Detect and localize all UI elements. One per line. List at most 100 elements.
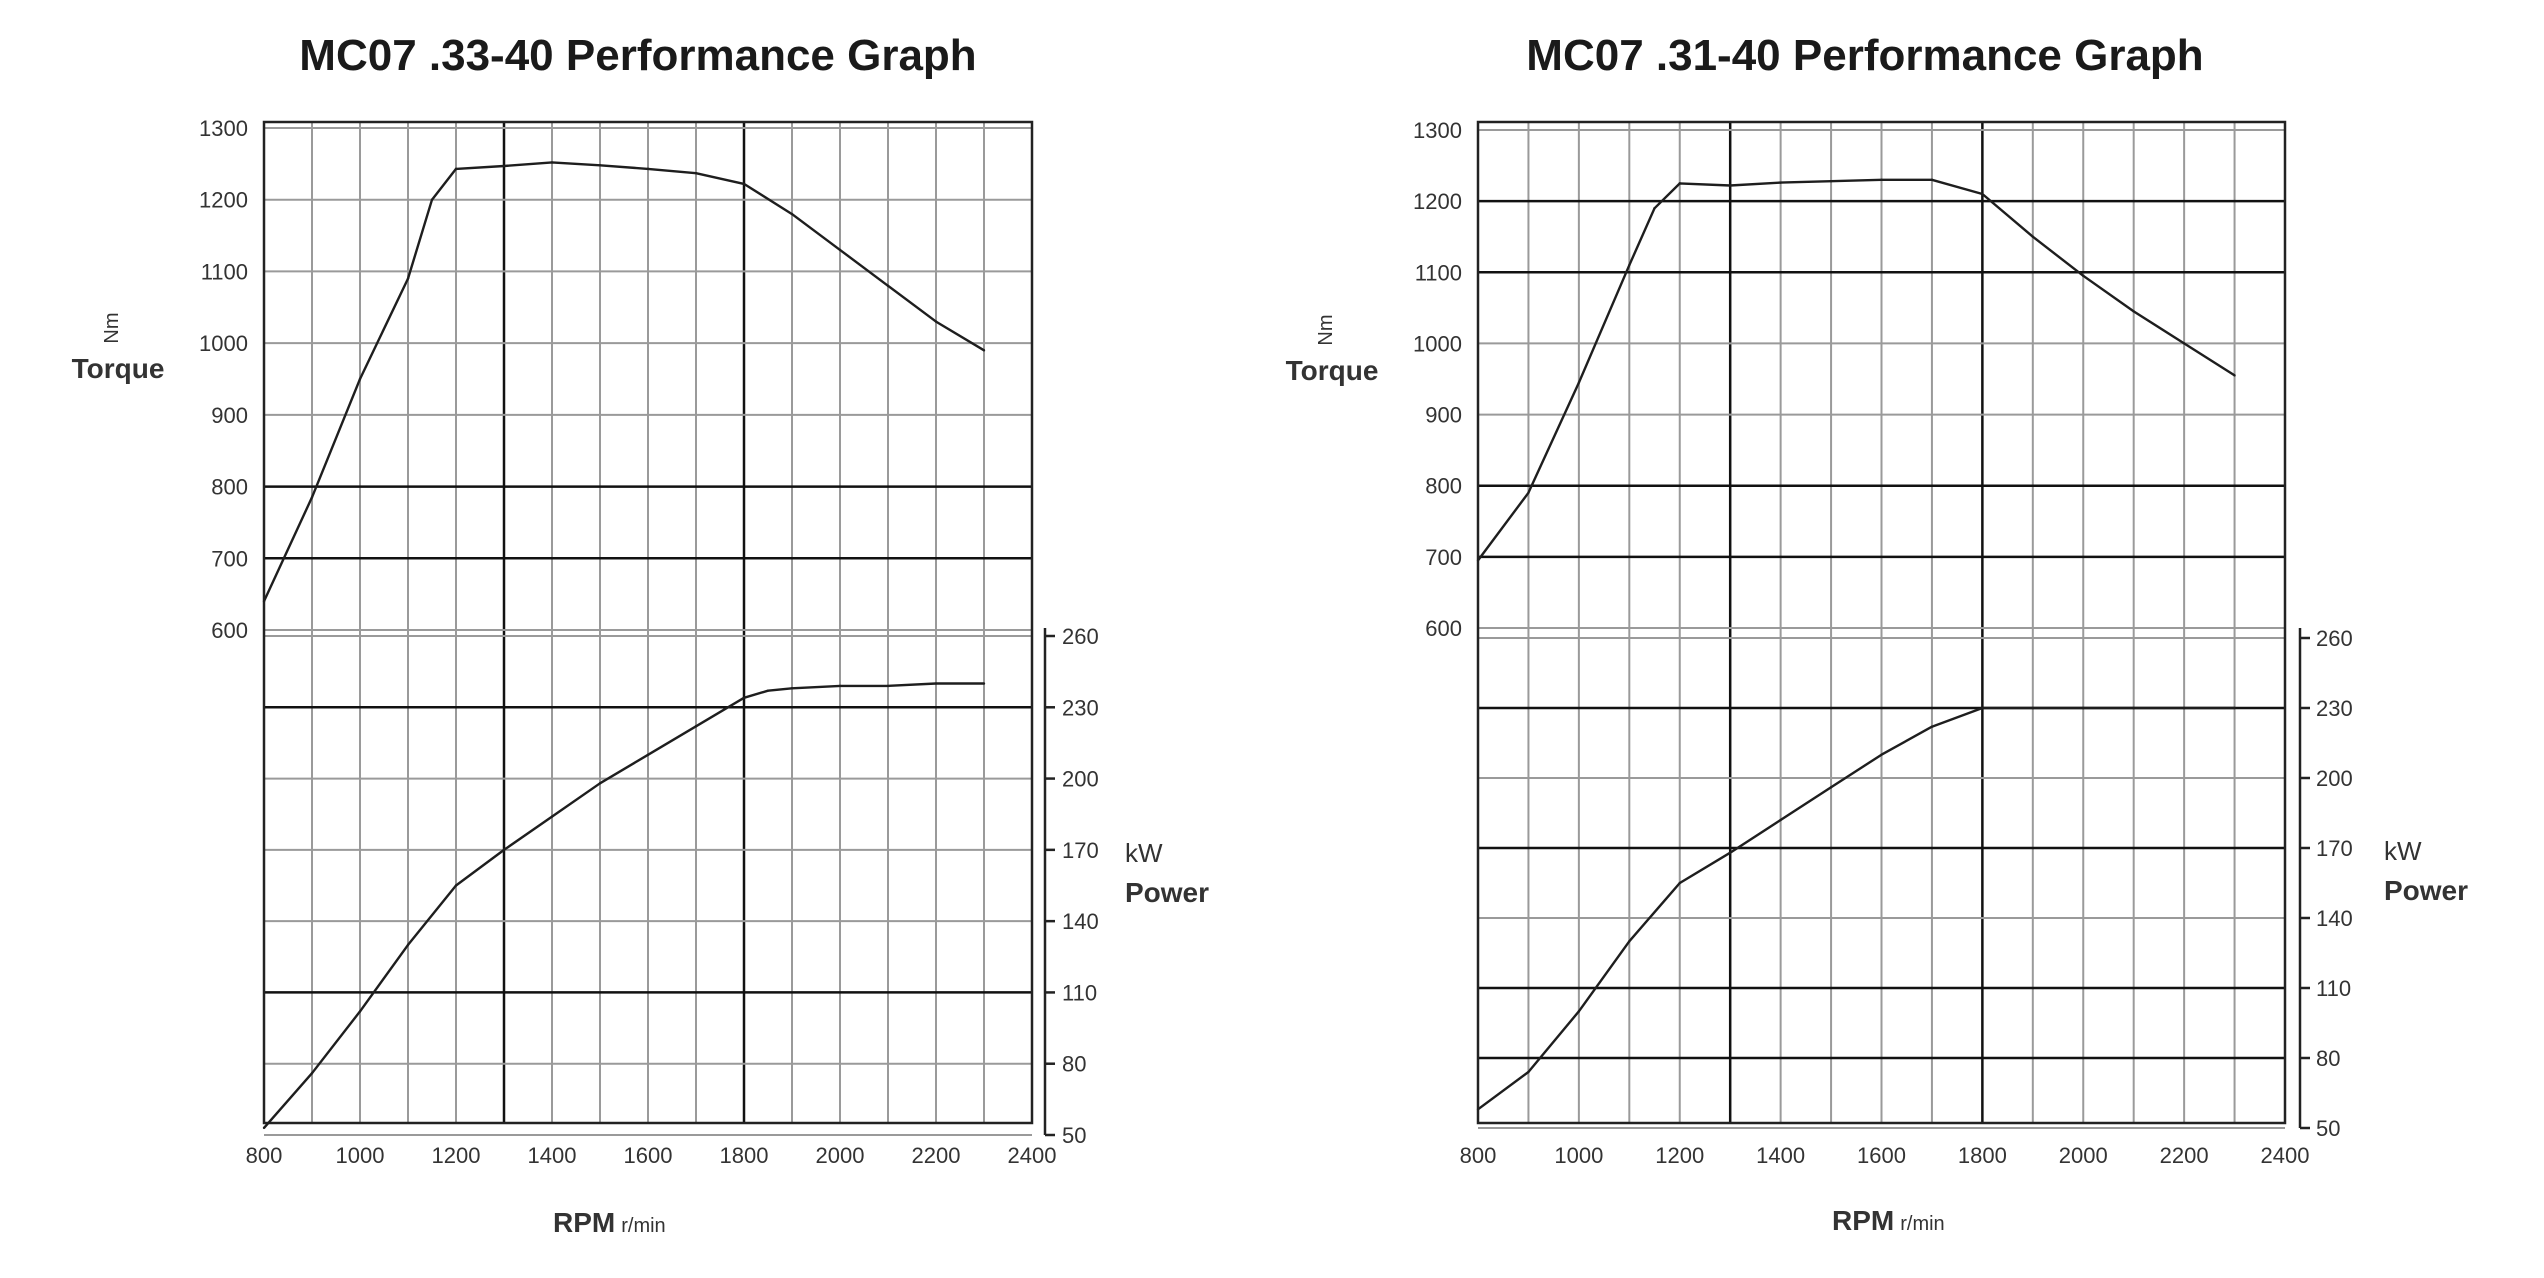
torque-point <box>406 277 410 280</box>
power-points <box>262 682 986 1130</box>
x-axis-label: RPM r/min <box>553 1207 666 1238</box>
torque-point <box>1728 184 1732 187</box>
torque-tick-label: 900 <box>211 403 248 428</box>
power-tick-label: 80 <box>1062 1052 1086 1077</box>
x-tick-label: 800 <box>246 1143 283 1168</box>
torque-tick-label: 1100 <box>1415 260 1462 285</box>
x-tick-label: 1000 <box>1554 1143 1603 1168</box>
torque-point <box>1476 559 1480 562</box>
torque-point <box>790 212 794 216</box>
torque-axis-label: Torque <box>72 353 165 384</box>
power-point <box>2082 706 2085 710</box>
power-tick-label: 170 <box>1062 838 1099 863</box>
power-point <box>1527 1070 1530 1074</box>
power-point <box>1880 753 1883 756</box>
x-tick-label: 2200 <box>912 1143 961 1168</box>
power-point <box>1981 706 1984 710</box>
x-tick-label: 2400 <box>2261 1143 2310 1168</box>
chart-title: MC07 .33-40 Performance Graph <box>299 31 976 80</box>
power-axis-label: Power <box>2384 875 2468 906</box>
power-point <box>742 696 746 699</box>
x-axis-title: RPM <box>553 1207 615 1238</box>
x-tick-label: 1400 <box>1756 1143 1805 1168</box>
power-point <box>838 684 842 688</box>
torque-tick-label: 600 <box>1425 616 1462 641</box>
x-tick-label: 1600 <box>624 1143 673 1168</box>
grid <box>1477 122 2286 1129</box>
x-tick-label: 1600 <box>1857 1143 1906 1168</box>
power-tick-label: 140 <box>1062 909 1099 934</box>
power-point <box>550 815 554 818</box>
torque-unit-label: Nm <box>101 312 123 343</box>
power-tick-label: 230 <box>1062 695 1099 720</box>
x-tick-label: 1800 <box>720 1143 769 1168</box>
x-axis-unit: r/min <box>621 1215 665 1237</box>
power-tick-label: 80 <box>2316 1046 2340 1071</box>
torque-point <box>838 248 842 252</box>
x-tick-label: 800 <box>1460 1143 1497 1168</box>
x-tick-label: 1000 <box>336 1143 385 1168</box>
power-point <box>1728 851 1732 854</box>
torque-point <box>1779 181 1782 184</box>
x-axis-label: RPM r/min <box>1832 1205 1945 1236</box>
torque-tick-label: 1100 <box>201 259 248 284</box>
plot-frame <box>262 120 1034 1125</box>
torque-point <box>742 182 746 186</box>
power-point <box>598 782 602 785</box>
x-tick-label: 2000 <box>816 1143 865 1168</box>
x-tick-label: 1200 <box>1655 1143 1704 1168</box>
torque-tick-label: 1000 <box>1413 331 1462 356</box>
torque-tick-label: 1300 <box>199 116 248 141</box>
power-tick-label: 50 <box>2316 1116 2340 1141</box>
torque-points <box>1476 178 2236 562</box>
torque-point <box>1653 207 1656 210</box>
power-curve <box>263 682 984 1129</box>
power-tick-label: 50 <box>1062 1123 1086 1148</box>
x-tick-label: 1400 <box>528 1143 577 1168</box>
torque-point <box>1628 263 1631 267</box>
power-point <box>766 689 770 692</box>
power-point <box>1930 725 1934 728</box>
torque-point <box>694 171 698 175</box>
power-point <box>1829 786 1833 789</box>
grid <box>263 122 1033 1136</box>
torque-points <box>262 161 986 603</box>
torque-point <box>1527 491 1530 495</box>
power-tick-label: 170 <box>2316 836 2353 861</box>
plot-frame <box>1476 120 2287 1125</box>
torque-point <box>934 320 938 323</box>
torque-point <box>262 600 266 603</box>
torque-curve <box>1477 178 2236 562</box>
torque-point <box>358 377 362 381</box>
x-tick-label: 1800 <box>1958 1143 2007 1168</box>
power-axis-label: Power <box>1125 877 1209 908</box>
power-tick-label: 260 <box>1062 624 1099 649</box>
power-point <box>2031 706 2035 710</box>
power-tick-label: 200 <box>1062 767 1099 792</box>
torque-tick-label: 1000 <box>199 331 248 356</box>
power-tick-label: 200 <box>2316 766 2353 791</box>
torque-tick-label: 1200 <box>199 188 248 213</box>
power-unit-label: kW <box>2384 836 2422 866</box>
torque-point <box>1577 381 1581 384</box>
torque-point <box>1678 182 1681 185</box>
power-point <box>982 682 986 685</box>
torque-point <box>982 349 986 352</box>
torque-tick-label: 1300 <box>1413 118 1462 143</box>
torque-point <box>454 167 458 171</box>
power-point <box>2182 706 2186 710</box>
x-tick-label: 2400 <box>1008 1143 1057 1168</box>
power-tick-label: 260 <box>2316 626 2353 651</box>
torque-unit-label: Nm <box>1315 314 1337 345</box>
chart-title: MC07 .31-40 Performance Graph <box>1526 31 2203 80</box>
torque-tick-label: 900 <box>1425 403 1462 428</box>
chart-panel-1: MC07 .33-40 Performance Graph 50 80 110 140 1… <box>72 31 1210 1238</box>
power-point <box>1678 881 1681 885</box>
power-point <box>886 684 890 688</box>
power-point <box>790 687 794 690</box>
power-points <box>1476 706 2236 1111</box>
power-point <box>1779 818 1782 822</box>
power-tick-label: 110 <box>2316 976 2351 1001</box>
x-axis-title: RPM <box>1832 1205 1894 1236</box>
